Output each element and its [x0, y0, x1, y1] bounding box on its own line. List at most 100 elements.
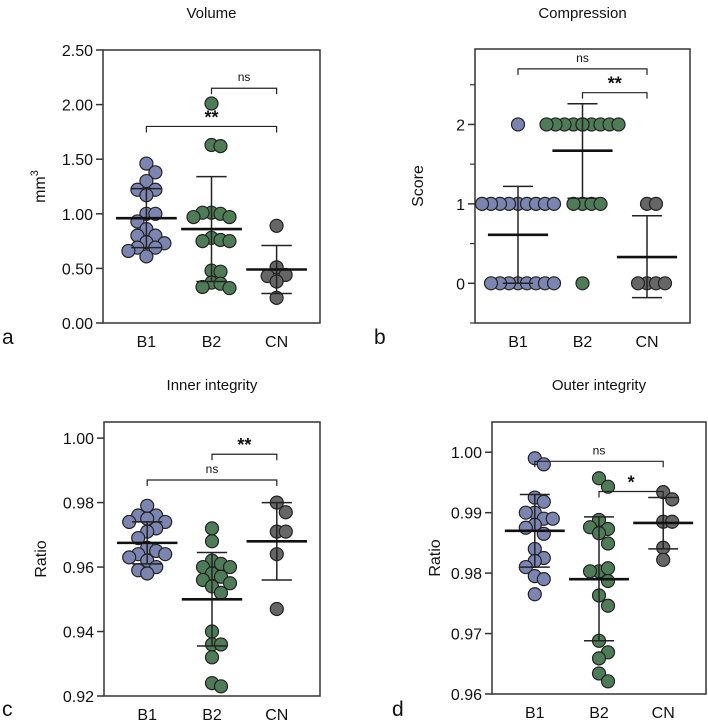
data-point	[527, 587, 542, 602]
series-B2	[181, 96, 242, 296]
y-tick-label: 0.98	[63, 496, 94, 513]
significance-bracket	[211, 453, 278, 461]
plot-frame	[474, 48, 691, 324]
data-point	[546, 276, 562, 291]
y-tick-label: 0.50	[62, 261, 93, 278]
x-tick-label: CN	[635, 334, 658, 351]
data-point	[536, 494, 551, 509]
panel-letter: d	[392, 698, 404, 721]
data-point	[204, 96, 219, 111]
data-point	[158, 547, 173, 562]
data-point	[139, 173, 154, 189]
data-point	[600, 598, 616, 613]
y-axis-label: Ratio	[427, 539, 444, 576]
panel-c: Inner integrity c 0.92 0.94 0.96 0.98 1.00 Rati…	[2, 377, 321, 723]
data-point	[536, 572, 551, 587]
y-tick-label: 0	[456, 276, 465, 293]
data-point	[600, 479, 616, 494]
data-point	[648, 196, 664, 211]
x-tick-label: B1	[137, 334, 157, 351]
x-tick-label: CN	[265, 707, 288, 723]
data-point	[600, 536, 616, 551]
data-point	[131, 530, 146, 546]
significance-label: ns	[593, 443, 606, 457]
data-point	[546, 196, 562, 211]
data-point	[656, 552, 671, 567]
data-point	[278, 524, 293, 539]
data-point	[611, 117, 626, 132]
data-point	[213, 637, 229, 652]
y-tick-label: 0.00	[62, 316, 93, 333]
significance-label: **	[237, 435, 251, 455]
data-point	[204, 534, 220, 549]
y-tick-label: 0.98	[451, 566, 482, 583]
data-point	[222, 234, 237, 249]
data-point	[665, 492, 680, 507]
series-B1	[504, 451, 565, 602]
y-axis-label-text: Ratio	[427, 539, 444, 576]
data-point	[122, 550, 137, 565]
data-point	[536, 526, 551, 541]
data-point	[204, 521, 220, 536]
y-tick-label: 1.00	[63, 431, 94, 448]
plot-frame	[491, 421, 707, 695]
data-point	[575, 276, 590, 291]
y-tick-label: 0.97	[451, 627, 482, 644]
data-point	[545, 511, 560, 526]
data-point	[213, 264, 228, 279]
series-B2	[539, 103, 626, 291]
panel-d: Outer integrity d 0.96 0.97 0.98 0.99 1.00 Rati…	[392, 377, 707, 722]
y-axis-label-superscript: 3	[29, 170, 41, 176]
x-tick-label: B1	[508, 334, 528, 351]
series-B2	[181, 521, 243, 694]
y-tick-label: 1.00	[62, 207, 93, 224]
data-point	[518, 520, 533, 535]
data-point	[657, 276, 673, 291]
panel-a: Volume a 0.00 0.50 1.00 1.50 2.00 2.50 mm3 B1 B2 CN…	[2, 5, 321, 351]
data-point	[269, 601, 284, 617]
series-B1	[116, 498, 178, 581]
data-point	[186, 209, 201, 225]
y-tick-label: 2.50	[62, 43, 93, 60]
y-tick-label: 0.92	[63, 689, 94, 706]
x-tick-label: B2	[589, 705, 609, 722]
data-point	[566, 196, 581, 211]
series-CN	[246, 495, 308, 617]
y-axis-label: Score	[410, 165, 427, 207]
significance-bracket	[146, 479, 278, 487]
panel-title: Inner integrity	[167, 377, 258, 394]
data-point	[591, 471, 607, 486]
significance-label: **	[204, 107, 218, 127]
significance-label: *	[628, 473, 635, 493]
series-B2	[569, 471, 629, 689]
significance-bracket	[517, 68, 648, 75]
y-tick-label: 1.50	[62, 152, 93, 169]
y-axis-label: mm3	[29, 170, 49, 203]
data-point	[222, 576, 238, 591]
data-point	[121, 243, 136, 259]
significance-bracket	[598, 490, 664, 498]
data-point	[518, 505, 533, 520]
data-point	[204, 650, 220, 665]
panel-title: Outer integrity	[552, 377, 647, 394]
data-point	[510, 117, 526, 132]
data-point	[474, 196, 490, 211]
panel-letter: a	[2, 326, 14, 349]
significance-label: ns	[206, 462, 219, 476]
data-point	[140, 566, 155, 581]
data-point	[483, 276, 499, 291]
significance-bracket	[581, 92, 648, 99]
data-point	[600, 561, 616, 576]
data-point	[222, 209, 237, 225]
significance-label: ns	[576, 51, 589, 65]
significance-bracket	[210, 87, 278, 95]
y-tick-label: 0.96	[451, 687, 482, 704]
data-point	[222, 559, 238, 575]
significance-bracket	[534, 460, 664, 468]
data-point	[139, 156, 154, 171]
y-axis-label-text: Score	[410, 165, 427, 207]
data-point	[630, 276, 646, 291]
significance-label: ns	[238, 70, 251, 84]
panel-letter: b	[374, 326, 386, 349]
